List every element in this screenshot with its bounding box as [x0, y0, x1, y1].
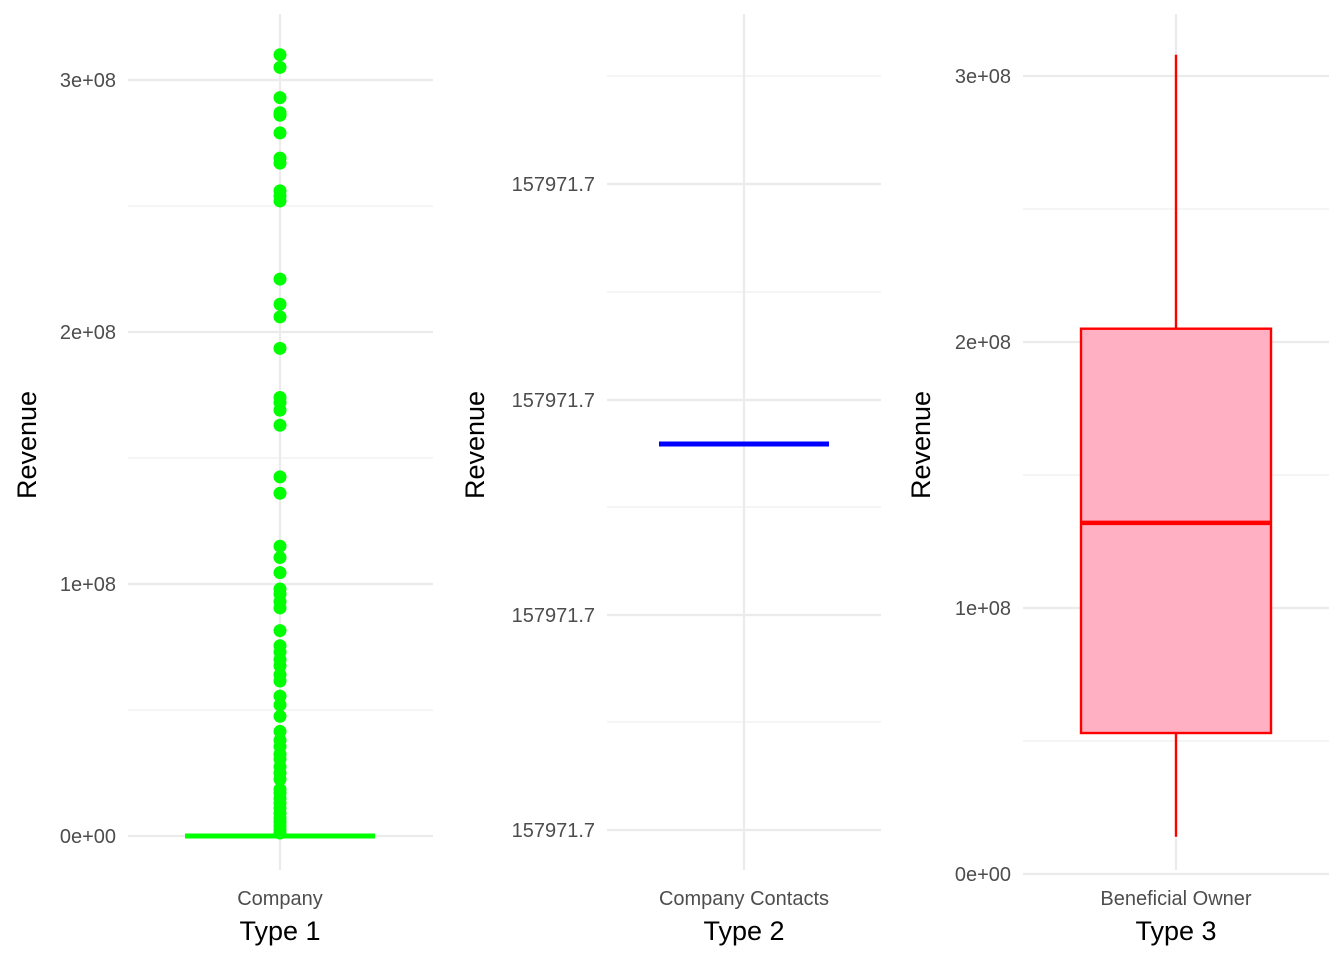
panel-3: 0e+00 1e+08 2e+08 3e+08 Beneficial Owner Type… — [906, 14, 1329, 946]
y-tick-label: 3e+08 — [60, 70, 116, 92]
y-tick-label: 0e+00 — [60, 826, 116, 848]
y-tick-label: 2e+08 — [955, 332, 1011, 354]
outlier-point — [273, 709, 287, 723]
y-tick-label: 157971.7 — [512, 390, 595, 412]
outlier-point — [273, 539, 287, 553]
panel-1: 0e+00 1e+08 2e+08 3e+08 Company Type 1 Revenue — [12, 14, 433, 946]
outlier-point — [273, 91, 287, 105]
outlier-point — [273, 403, 287, 417]
y-tick-label: 3e+08 — [955, 66, 1011, 88]
panel-2: 157971.7 157971.7 157971.7 157971.7 Company … — [460, 14, 881, 946]
x-tick-label: Beneficial Owner — [1100, 888, 1252, 910]
y-tick-label: 157971.7 — [512, 174, 595, 196]
outlier-point — [273, 772, 287, 786]
y-tick-label: 2e+08 — [60, 322, 116, 344]
x-tick-label: Company — [237, 888, 323, 910]
outlier-point — [273, 566, 287, 580]
outlier-point — [273, 826, 287, 840]
outlier-point — [273, 341, 287, 355]
outlier-point — [273, 486, 287, 500]
y-axis-title: Revenue — [906, 391, 936, 499]
outlier-point — [273, 272, 287, 286]
outlier-point — [273, 48, 287, 62]
outlier-point — [273, 624, 287, 638]
outlier-point — [273, 470, 287, 484]
outlier-point — [273, 126, 287, 140]
box-iqr-rect — [1079, 327, 1273, 735]
outlier-point — [273, 60, 287, 74]
outlier-point — [273, 108, 287, 122]
outlier-point — [273, 194, 287, 208]
x-axis-title: Type 1 — [239, 916, 320, 946]
y-axis-title: Revenue — [12, 391, 42, 499]
x-axis-title: Type 3 — [1135, 916, 1216, 946]
outlier-point — [273, 156, 287, 170]
outlier-point — [273, 698, 287, 712]
y-tick-label: 1e+08 — [955, 598, 1011, 620]
outlier-point — [273, 310, 287, 324]
outlier-point — [273, 674, 287, 688]
y-tick-label: 157971.7 — [512, 605, 595, 627]
y-tick-label: 1e+08 — [60, 574, 116, 596]
outlier-point — [273, 551, 287, 565]
outlier-point — [273, 418, 287, 432]
y-tick-label: 0e+00 — [955, 864, 1011, 886]
x-tick-label: Company Contacts — [659, 888, 829, 910]
outlier-point — [273, 601, 287, 615]
y-tick-label: 157971.7 — [512, 820, 595, 842]
outlier-point — [273, 297, 287, 311]
y-axis-title: Revenue — [460, 391, 490, 499]
x-axis-title: Type 2 — [703, 916, 784, 946]
